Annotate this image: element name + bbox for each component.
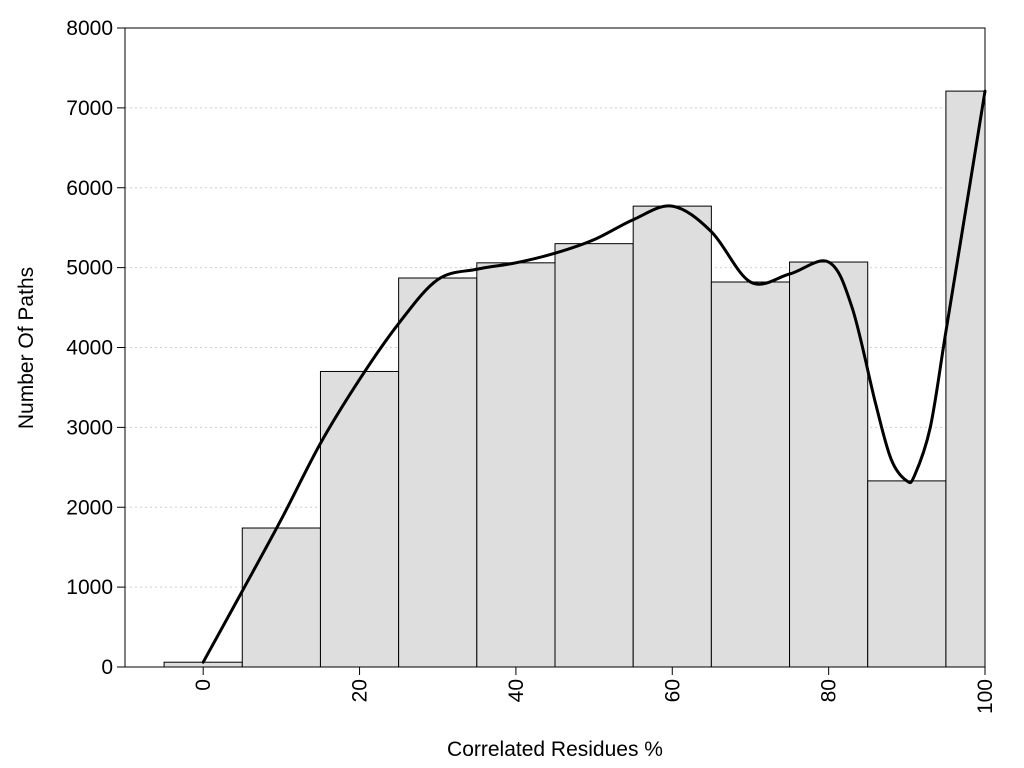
- y-axis-ticks: 0 1000 2000 3000 4000 5000 6000 7000 8000: [66, 17, 125, 679]
- y-tick-label-1000: 1000: [66, 576, 113, 599]
- y-axis-label: Number Of Paths: [15, 267, 38, 429]
- y-tick-label-4000: 4000: [66, 337, 113, 360]
- x-tick-label-80: 80: [818, 679, 841, 702]
- x-tick-label-60: 60: [661, 679, 684, 702]
- bar-70: [710, 281, 791, 668]
- x-axis-label: Correlated Residues %: [447, 738, 663, 761]
- bar-50: [554, 243, 634, 668]
- bar-30: [398, 277, 478, 668]
- curve-layer: [201, 89, 987, 664]
- bar-100: [945, 90, 986, 668]
- bar-10: [241, 527, 321, 668]
- y-tick-label-5000: 5000: [66, 257, 113, 280]
- y-tick-label-2000: 2000: [66, 496, 113, 519]
- x-tick-label-0: 0: [192, 679, 215, 691]
- trend-line: [201, 89, 987, 664]
- bar-60: [632, 205, 712, 668]
- x-axis-ticks: 0 20 40 60 80 100: [192, 667, 997, 714]
- y-tick-label-3000: 3000: [66, 416, 113, 439]
- y-tick-label-0: 0: [101, 656, 113, 679]
- bar-20: [319, 370, 400, 668]
- x-tick-label-20: 20: [349, 679, 372, 702]
- x-tick-label-100: 100: [974, 679, 997, 714]
- bar-40: [476, 262, 556, 668]
- y-tick-label-8000: 8000: [66, 17, 113, 40]
- x-tick-label-40: 40: [505, 679, 528, 702]
- y-tick-label-7000: 7000: [66, 97, 113, 120]
- bar-90: [867, 480, 947, 668]
- bars-layer: [163, 90, 986, 668]
- y-tick-label-6000: 6000: [66, 177, 113, 200]
